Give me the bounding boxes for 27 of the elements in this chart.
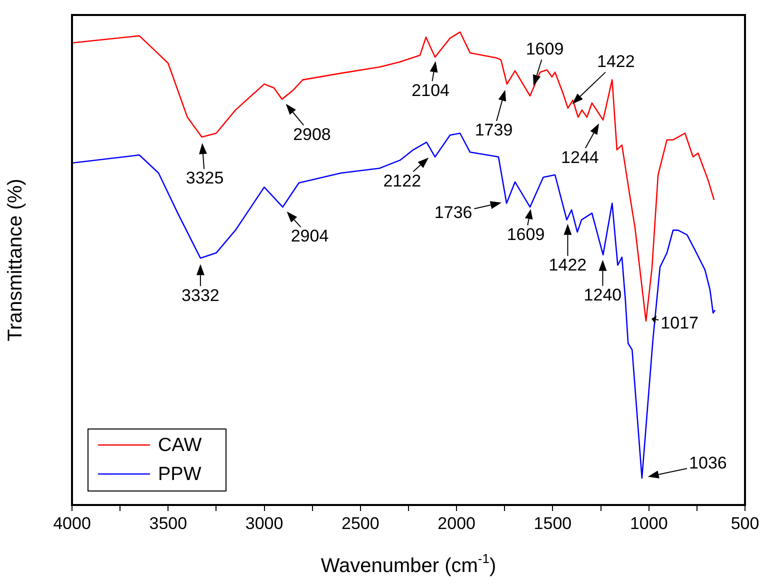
annotation: 2122 bbox=[383, 171, 422, 190]
annotation: 1609 bbox=[506, 224, 545, 244]
annotation: 1609 bbox=[526, 39, 564, 58]
annotation: 1422 bbox=[548, 256, 587, 275]
annotation: 2908 bbox=[293, 124, 331, 144]
annotation: 3325 bbox=[186, 168, 224, 188]
x-tick-label: 1000 bbox=[630, 514, 668, 533]
annotation: 1736 bbox=[434, 203, 472, 222]
annotation: 3332 bbox=[182, 286, 220, 305]
annotation: 1739 bbox=[474, 120, 513, 140]
annotation: 1240 bbox=[584, 286, 622, 305]
x-tick-label: 3000 bbox=[245, 514, 284, 533]
annotation: 2104 bbox=[412, 80, 450, 100]
legend-label: CAW bbox=[158, 435, 202, 456]
x-tick-label: 500 bbox=[730, 514, 760, 533]
annotation: 1422 bbox=[596, 52, 635, 71]
x-tick-label: 2000 bbox=[438, 514, 476, 533]
x-tick-label: 4000 bbox=[53, 514, 91, 533]
x-tick-label: 1500 bbox=[534, 514, 572, 533]
annotation: 1036 bbox=[689, 454, 727, 473]
legend-label: PPW bbox=[158, 464, 202, 486]
annotation: 1244 bbox=[561, 148, 599, 167]
annotation: 2904 bbox=[290, 226, 329, 246]
x-tick-label: 2500 bbox=[342, 514, 380, 533]
y-axis-title: Transmittance (%) bbox=[4, 178, 27, 342]
x-tick-label: 3500 bbox=[149, 514, 188, 533]
annotation: 1017 bbox=[660, 313, 698, 332]
